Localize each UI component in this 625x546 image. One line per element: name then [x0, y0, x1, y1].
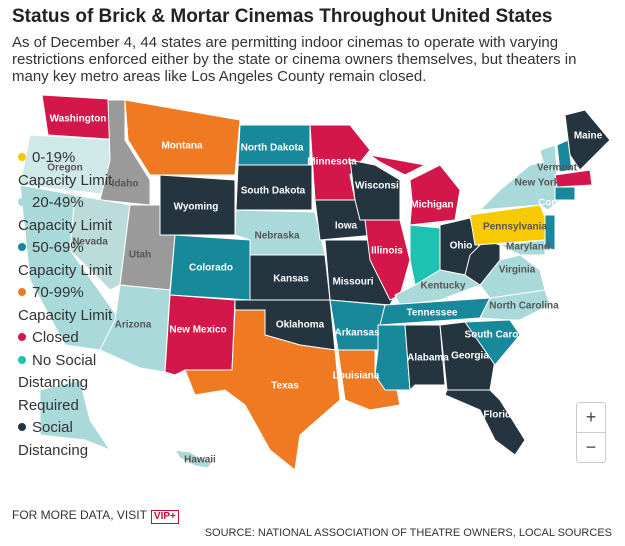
- state-label: Virginia: [499, 265, 536, 276]
- legend-swatch: [18, 288, 26, 296]
- state: [235, 164, 313, 211]
- state-label: Washington: [50, 114, 107, 125]
- state-label: Wyoming: [174, 202, 219, 213]
- vip-link[interactable]: VIP+: [150, 510, 179, 524]
- state: [564, 109, 611, 171]
- zoom-in[interactable]: +: [585, 407, 597, 427]
- state-label: Colorado: [189, 263, 233, 274]
- legend: 0-19% Capacity Limit 20-49% Capacity Limi…: [18, 147, 122, 462]
- state: [369, 154, 427, 176]
- state: [124, 99, 241, 176]
- state-label: Tennessee: [407, 308, 458, 319]
- state-label: Florida: [483, 410, 517, 421]
- state-label: Utah: [129, 250, 151, 261]
- state-label: Texas: [271, 381, 299, 392]
- state-label: Kentucky: [420, 281, 465, 292]
- legend-swatch: [18, 153, 26, 161]
- title: Status of Brick & Mortar Cinemas Through…: [12, 6, 553, 27]
- state-label: New York: [515, 178, 560, 189]
- legend-item[interactable]: No Social Distancing Required: [18, 350, 122, 418]
- state-label: Alabama: [407, 353, 449, 364]
- legend-item[interactable]: 70-99% Capacity Limit: [18, 282, 122, 327]
- state-label: Illinois: [371, 246, 403, 257]
- state-label: Arkansas: [334, 328, 379, 339]
- state-label: Arizona: [115, 320, 152, 331]
- state: [444, 389, 526, 456]
- state: [409, 164, 461, 226]
- state: [554, 186, 576, 201]
- state-label: Michigan: [410, 200, 453, 211]
- state: [404, 324, 446, 392]
- state: [539, 144, 558, 171]
- state-label: Missouri: [332, 277, 373, 288]
- state: [374, 324, 411, 391]
- state: [464, 319, 521, 366]
- state-label: New Mexico: [169, 325, 226, 336]
- state-label: Kansas: [273, 274, 309, 285]
- state: [184, 309, 341, 471]
- state-label: Georgia: [451, 351, 489, 362]
- source: SOURCE: NATIONAL ASSOCIATION OF THEATRE …: [204, 527, 612, 539]
- state: [544, 214, 556, 251]
- state-label: Nevada: [72, 237, 108, 248]
- state-label: Oregon: [47, 163, 83, 174]
- state-label: Minnesota: [307, 157, 357, 168]
- more-data: FOR MORE DATA, VISIT VIP+: [12, 508, 179, 524]
- state: [556, 139, 573, 173]
- state-label: Pennsylvania: [483, 222, 547, 233]
- state-label: Nebraska: [254, 231, 299, 242]
- state: [498, 239, 546, 256]
- state: [439, 321, 496, 391]
- state-label: Iowa: [335, 221, 358, 232]
- legend-swatch: [18, 198, 26, 206]
- legend-item[interactable]: 50-69% Capacity Limit: [18, 237, 122, 282]
- state: [554, 169, 593, 188]
- state: [337, 349, 401, 411]
- subtitle: As of December 4, 44 states are permitti…: [12, 34, 577, 85]
- state-label: Maryland: [506, 242, 550, 253]
- state-label: Vermont: [537, 163, 578, 174]
- legend-swatch: [18, 355, 26, 364]
- map: Washington Oregon Idaho Montana Nevada Utah Ar…: [19, 94, 611, 471]
- state-label: Hawaii: [184, 455, 216, 466]
- zoom-control: + −: [576, 402, 606, 463]
- legend-label: 0-19% Capacity Limit: [18, 149, 113, 189]
- zoom-out[interactable]: −: [577, 432, 605, 462]
- legend-swatch: [18, 333, 26, 341]
- legend-item[interactable]: Closed: [18, 327, 122, 350]
- state: [69, 194, 131, 291]
- state-label: Montana: [161, 141, 203, 152]
- legend-item[interactable]: 0-19% Capacity Limit: [18, 147, 122, 192]
- state-label: North Carolina: [489, 301, 559, 312]
- state: [39, 379, 112, 452]
- legend-swatch: [18, 243, 26, 251]
- legend-label: No Social Distancing Required: [18, 351, 97, 414]
- legend-item[interactable]: 20-49% Capacity Limit: [18, 192, 122, 237]
- legend-label: 20-49% Capacity Limit: [18, 194, 113, 234]
- state-label: Oklahoma: [276, 320, 325, 331]
- state: [174, 449, 213, 469]
- legend-swatch: [18, 423, 26, 431]
- state-label: South Dakota: [241, 186, 306, 197]
- state-label: Wisconsin: [355, 181, 405, 192]
- state-label: South Carolina: [464, 330, 536, 341]
- state-label: Idaho: [112, 179, 139, 190]
- legend-label: 70-99% Capacity Limit: [18, 284, 113, 324]
- legend-label: 50-69% Capacity Limit: [18, 239, 113, 279]
- state-label: Connecticut: [538, 198, 596, 209]
- legend-item[interactable]: Social Distancing: [18, 417, 122, 462]
- state-label: Ohio: [450, 241, 473, 252]
- more-text: FOR MORE DATA, VISIT: [12, 508, 147, 522]
- state-label: Louisiana: [333, 371, 380, 382]
- legend-label: Social Distancing: [18, 419, 89, 459]
- legend-label: Closed: [32, 329, 79, 346]
- state: [329, 299, 386, 351]
- state-label: North Dakota: [241, 143, 304, 154]
- state-label: Maine: [574, 131, 603, 142]
